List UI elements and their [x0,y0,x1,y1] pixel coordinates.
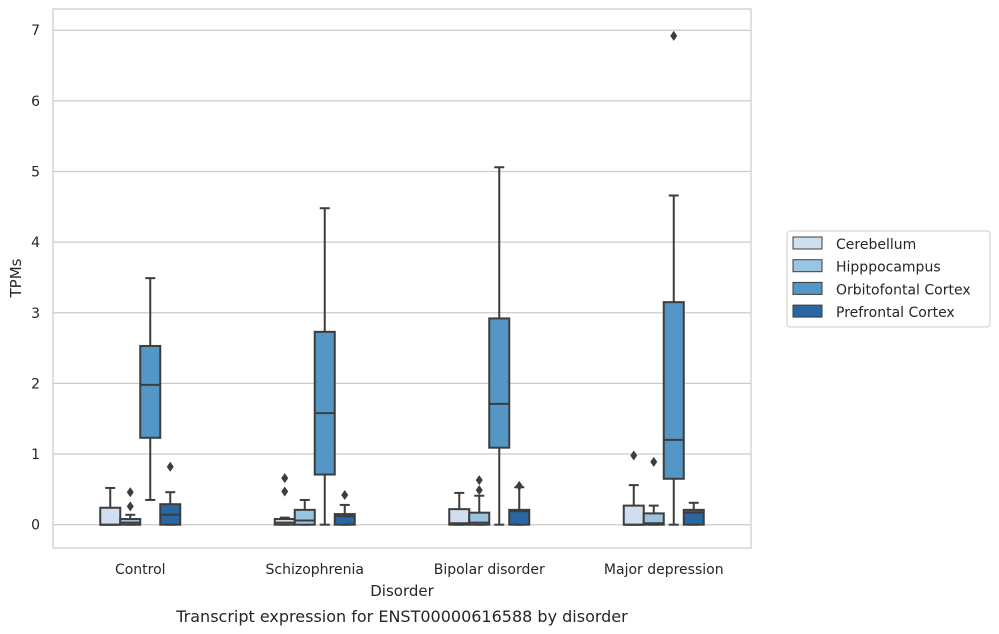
outlier-point [126,487,134,498]
box-1-0 [119,487,142,526]
box-2-3 [662,30,685,526]
box-iqr [293,508,316,526]
box-iqr [622,504,645,526]
y-axis-title: TPMs [7,258,25,298]
legend-label: Cerebellum [836,237,916,253]
legend-swatch [792,259,823,273]
box-1-1 [293,498,316,526]
box-2-0 [139,277,162,501]
box-iqr [642,512,665,526]
box-iqr [99,506,122,526]
legend-label: Hipppocampus [836,260,941,276]
outlier-point [126,501,134,512]
box-2-1 [313,207,336,526]
y-tick-label: 1 [31,447,40,463]
legend-frame [786,230,991,328]
legend-item: Cerebellum [792,236,916,253]
outlier-point [670,30,678,41]
legend-item: Prefrontal Cortex [792,304,955,321]
x-tick-label: Schizophrenia [266,562,364,578]
box-3-1 [333,490,356,526]
outlier-point [281,473,289,484]
outlier-point [475,475,483,486]
y-tick-label: 7 [31,23,40,39]
box-0-3 [622,450,645,526]
box-3-3 [682,501,705,526]
chart-caption: Transcript expression for ENST0000061658… [175,607,628,626]
x-tick-label: Control [115,562,166,578]
x-tick-label: Major depression [604,562,724,578]
plot-area-frame [52,8,752,549]
gridlines [53,29,751,526]
plot-area-background [53,9,751,548]
y-tick-label: 6 [31,94,40,110]
outlier-point [630,450,638,461]
legend-label: Prefrontal Cortex [836,305,955,321]
box-1-3 [642,456,665,526]
y-tick-label: 5 [31,164,40,180]
legend-swatch [792,281,823,295]
y-tick-label: 0 [31,518,40,534]
legend-item: Orbitofontal Cortex [792,281,971,298]
box-series [99,30,705,526]
box-iqr [508,508,531,526]
outlier-point [341,490,349,501]
legend-label: Orbitofontal Cortex [836,282,971,298]
box-1-2 [468,475,491,526]
legend-item: Hipppocampus [792,259,941,276]
legend-swatch [792,304,823,318]
box-iqr [488,317,511,449]
outlier-point [650,456,658,467]
y-tick-label: 4 [31,235,40,251]
box-0-2 [448,491,471,526]
box-2-2 [488,166,511,526]
outlier-point [475,485,483,496]
outlier-point [515,480,523,491]
outlier-point [281,486,289,497]
outlier-point [166,461,174,472]
x-axis-ticks: Control Schizophrenia Bipolar disorder Majo… [115,562,724,578]
x-axis-title: Disorder [370,582,434,600]
legend-swatch [792,236,823,250]
box-iqr [313,330,336,476]
box-iqr [662,301,685,480]
box-iqr [139,344,162,439]
y-axis-ticks: 0 1 2 3 4 5 6 7 [31,23,40,533]
box-iqr [333,513,356,526]
legend: Cerebellum Hipppocampus Orbitofontal Corte… [786,230,991,328]
x-tick-label: Bipolar disorder [434,562,545,578]
y-tick-label: 3 [31,306,40,322]
box-0-0 [99,486,122,526]
y-tick-label: 2 [31,376,40,392]
box-0-1 [273,473,296,526]
box-3-2 [508,480,531,526]
box-3-0 [159,461,182,526]
